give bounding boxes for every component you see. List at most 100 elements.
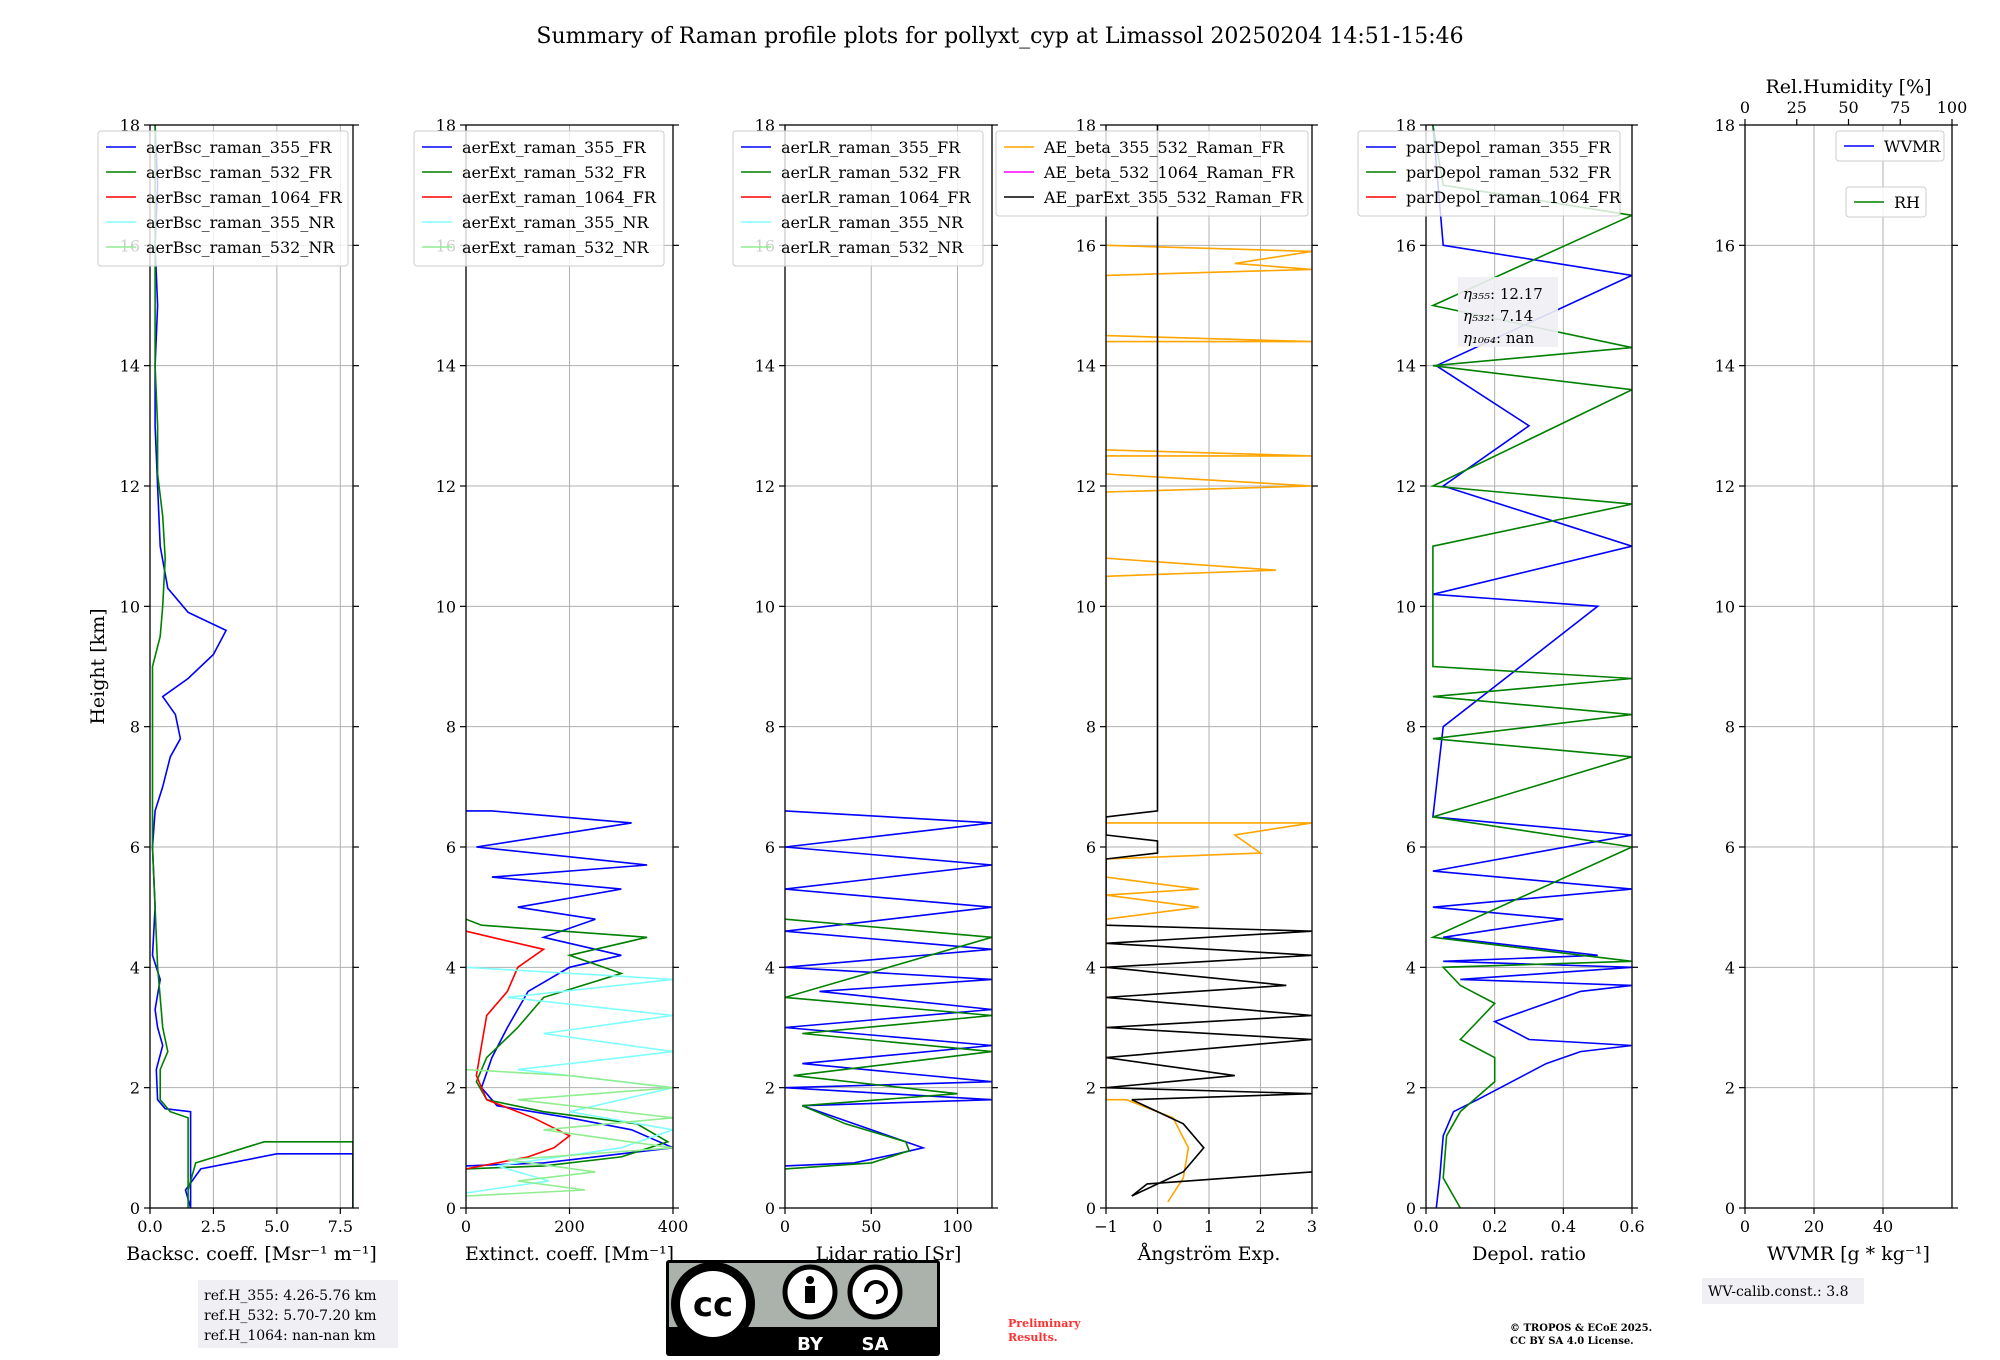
y-tick-label: 14 <box>755 357 775 376</box>
x-tick-label: 0 <box>780 1217 790 1236</box>
legend: aerBsc_raman_355_FR aerBsc_raman_532_FRae… <box>97 130 349 267</box>
y-tick-label: 6 <box>130 838 140 857</box>
x-axis-label: Lidar ratio [Sr] <box>816 1243 962 1265</box>
figure-title: Summary of Raman profile plots for polly… <box>536 24 1463 49</box>
y-tick-label: 14 <box>120 357 140 376</box>
x-tick-label: 400 <box>658 1217 689 1236</box>
y-tick-label: 14 <box>1076 357 1096 376</box>
y-tick-label: 12 <box>1715 477 1735 496</box>
y-tick-label: 12 <box>1396 477 1416 496</box>
y-tick-label: 6 <box>1725 838 1735 857</box>
y-tick-label: 0 <box>1086 1199 1096 1218</box>
copyright-line-2: CC BY SA 4.0 License. <box>1510 1336 1634 1347</box>
panel-lr: 024681012141618050100Lidar ratio [Sr]aer… <box>732 116 998 1265</box>
legend-label: AE_beta_355_532_Raman_FR <box>1043 138 1285 157</box>
y-tick-label: 4 <box>1086 958 1096 977</box>
top-x-tick-label: 25 <box>1787 98 1807 117</box>
y-tick-label: 6 <box>765 838 775 857</box>
axes-frame <box>784 124 993 1209</box>
y-tick-label: 18 <box>1396 116 1416 135</box>
y-tick-label: 18 <box>436 116 456 135</box>
x-tick-label: 0.6 <box>1619 1217 1644 1236</box>
legend-label: AE_parExt_355_532_Raman_FR <box>1043 188 1304 207</box>
x-axis-label: Backsc. coeff. [Msr⁻¹ m⁻¹] <box>126 1243 377 1265</box>
legend-label: aerExt_raman_1064_FR <box>462 188 657 207</box>
legend: parDepol_raman_355_FR parDepol_raman_532_… <box>1357 130 1622 217</box>
refh-355: ref.H_355: 4.26-5.76 km <box>204 1288 377 1304</box>
panel-wv: 0 2 4 6 8 10 12 14 16 18 0 20 40 WVMR [g * kg⁻¹] 0 25 50… <box>1715 76 1968 1265</box>
legend-label: aerBsc_raman_532_NR <box>146 238 335 257</box>
x-tick-label: 100 <box>942 1217 973 1236</box>
y-tick-label: 10 <box>1715 597 1735 616</box>
y-tick-label: 16 <box>1396 236 1416 255</box>
legend-label: parDepol_raman_1064_FR <box>1406 188 1622 207</box>
y-tick-label: 12 <box>1076 477 1096 496</box>
legend-box <box>1357 130 1621 217</box>
top-x-tick-label: 100 <box>1937 98 1968 117</box>
x-tick-label: 0 <box>461 1217 471 1236</box>
legend-box <box>413 130 665 267</box>
axes-frame <box>1744 124 1953 1209</box>
wv-calib-text: WV-calib.const.: 3.8 <box>1708 1284 1848 1300</box>
copyright-line-1: © TROPOS & ECoE 2025. <box>1510 1323 1652 1334</box>
eta-line: η₅₃₂: 7.14 <box>1463 307 1533 325</box>
y-tick-label: 4 <box>765 958 775 977</box>
y-tick-label: 18 <box>1715 116 1735 135</box>
series-aerExt_raman_1064_FR <box>466 930 571 1170</box>
eta-value: : 7.14 <box>1490 307 1533 325</box>
y-tick-label: 0 <box>446 1199 456 1218</box>
panel-ext: 0246810121416180200400Extinct. coeff. [M… <box>413 116 689 1265</box>
series-group <box>785 810 992 1170</box>
series-group <box>1429 125 1632 1208</box>
series-aerExt_raman_355_FR <box>466 810 673 1167</box>
refh-532: ref.H_532: 5.70-7.20 km <box>204 1308 377 1324</box>
eta-value: : 12.17 <box>1490 285 1543 303</box>
series-aerBsc_raman_355_FR <box>151 125 353 1208</box>
y-tick-label: 0 <box>130 1199 140 1218</box>
y-tick-label: 16 <box>1076 236 1096 255</box>
y-tick-label: 10 <box>120 597 140 616</box>
x-tick-label: 50 <box>861 1217 881 1236</box>
x-tick-label: −1 <box>1094 1217 1118 1236</box>
preliminary-line-2: Results. <box>1008 1331 1058 1344</box>
y-tick-label: 14 <box>1715 357 1735 376</box>
x-tick-label: 20 <box>1804 1217 1824 1236</box>
legend-label: aerLR_raman_1064_FR <box>781 188 971 207</box>
series-group <box>151 125 353 1208</box>
legend-label: parDepol_raman_355_FR <box>1406 138 1612 157</box>
y-tick-label: 4 <box>1725 958 1735 977</box>
legend-WVMR: WVMR <box>1835 130 1945 162</box>
y-tick-label: 12 <box>755 477 775 496</box>
eta-line: η₁₀₆₄: nan <box>1463 329 1534 347</box>
by-icon-body <box>805 1286 815 1303</box>
legend-label: aerExt_raman_532_FR <box>462 163 647 182</box>
reference-height-note: ref.H_355: 4.26-5.76 km ref.H_532: 5.70-… <box>198 1280 398 1348</box>
cc-icon: cc <box>693 1285 733 1325</box>
x-tick-label: 1 <box>1204 1217 1214 1236</box>
x-tick-label: 5.0 <box>264 1217 289 1236</box>
legend-label: aerLR_raman_532_FR <box>781 163 961 182</box>
series-AE_parExt_355_532_Raman_FR <box>1106 125 1312 1197</box>
y-tick-label: 18 <box>755 116 775 135</box>
legend: aerLR_raman_355_FR aerLR_raman_532_FR aerL… <box>732 130 984 267</box>
legend-label: AE_beta_532_1064_Raman_FR <box>1043 163 1295 182</box>
cc-circle-inner <box>680 1271 746 1337</box>
legend-label: aerExt_raman_355_FR <box>462 138 647 157</box>
y-tick-label: 4 <box>446 958 456 977</box>
y-tick-label: 4 <box>1406 958 1416 977</box>
legend-label: aerBsc_raman_355_FR <box>146 138 332 157</box>
x-tick-label: 3 <box>1307 1217 1317 1236</box>
top-x-axis-label: Rel.Humidity [%] <box>1765 76 1931 98</box>
axes-frame <box>1425 124 1633 1209</box>
y-tick-label: 8 <box>1406 718 1416 737</box>
x-tick-label: 0 <box>1152 1217 1162 1236</box>
y-tick-label: 8 <box>446 718 456 737</box>
x-tick-label: 0.0 <box>1413 1217 1438 1236</box>
y-tick-label: 14 <box>436 357 456 376</box>
top-x-tick-label: 0 <box>1740 98 1750 117</box>
x-axis-label: Extinct. coeff. [Mm⁻¹] <box>465 1243 674 1265</box>
eta-box <box>1458 277 1558 347</box>
